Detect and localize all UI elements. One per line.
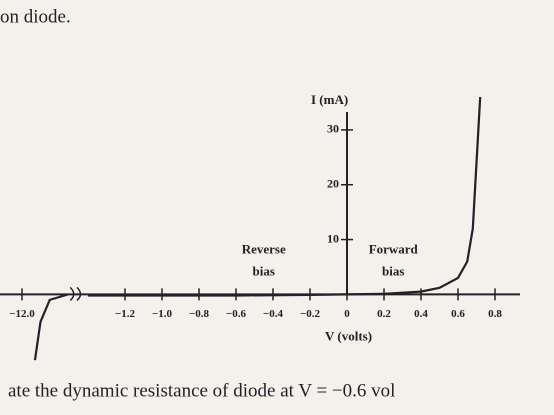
x-tick-label: 0.4 [414, 308, 428, 320]
x-tick-label: −1.2 [115, 308, 136, 320]
x-tick-label: 0.6 [451, 308, 465, 320]
x-axis-label: V (volts) [325, 328, 372, 343]
y-tick-label: 30 [327, 122, 339, 136]
x-tick-label: −0.2 [300, 308, 321, 320]
x-tick-label: 0 [344, 308, 350, 320]
annotation: Reverse [242, 242, 286, 257]
axis-break [76, 286, 82, 301]
x-tick-label: −0.4 [263, 308, 284, 320]
text-bottom: ate the dynamic resistance of diode at V… [8, 380, 395, 401]
x-tick-label: −1.0 [152, 308, 173, 320]
x-tick-label: −0.8 [189, 308, 210, 320]
y-tick-label: 20 [327, 176, 339, 190]
annotation: bias [253, 263, 275, 278]
text-top: on diode. [0, 6, 71, 27]
curve [88, 96, 482, 297]
x-tick-label: 0.8 [488, 308, 502, 320]
x-tick-label: −0.6 [226, 308, 247, 320]
x-tick-label: 0.2 [377, 308, 391, 320]
axis-break [69, 286, 75, 301]
curve [33, 293, 69, 361]
y-axis-label: I (mA) [311, 92, 348, 107]
annotation: bias [382, 263, 404, 278]
annotation: Forward [369, 242, 419, 257]
x-tick-label: −12.0 [9, 308, 35, 320]
y-tick-label: 10 [327, 231, 339, 245]
